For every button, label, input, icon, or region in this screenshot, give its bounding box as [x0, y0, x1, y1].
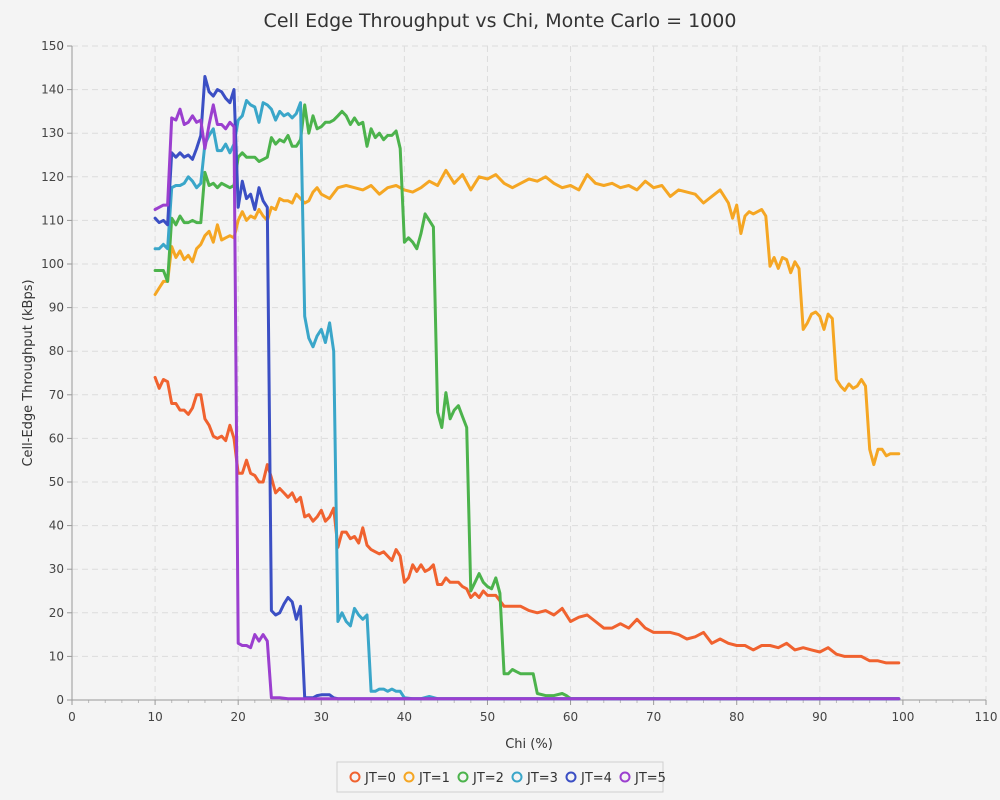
x-tick-label: 20 [231, 710, 246, 724]
x-tick-label: 70 [646, 710, 661, 724]
x-tick-label: 90 [812, 710, 827, 724]
y-tick-label: 80 [49, 344, 64, 358]
series-line-jt0 [153, 375, 901, 665]
x-tick-label: 110 [975, 710, 998, 724]
legend: JT=0 JT=1 JT=2 JT=3 JT=4 JT=5 [349, 771, 666, 786]
x-tick-label: 100 [891, 710, 914, 724]
legend-marker-jt5 [619, 771, 631, 783]
y-tick-label: 40 [49, 519, 64, 533]
y-tick-label: 110 [41, 213, 64, 227]
axes: 0 10 20 30 40 50 60 70 80 90 100 110 120 130 140 150 0 10… [41, 39, 997, 724]
x-tick-label: 0 [68, 710, 76, 724]
series-line-jt5 [153, 103, 901, 701]
y-tick-label: 130 [41, 126, 64, 140]
series-lines [153, 75, 901, 701]
y-axis-label: Cell-Edge Throughput (kBps) [21, 279, 36, 466]
y-tick-label: 20 [49, 606, 64, 620]
legend-marker-jt1 [403, 771, 415, 783]
y-tick-label: 100 [41, 257, 64, 271]
x-tick-label: 40 [397, 710, 412, 724]
legend-label-jt4: JT=4 [580, 771, 612, 786]
legend-label-jt0: JT=0 [364, 771, 396, 786]
y-tick-label: 120 [41, 170, 64, 184]
x-tick-label: 60 [563, 710, 578, 724]
legend-marker-jt4 [565, 771, 577, 783]
chart-title: Cell Edge Throughput vs Chi, Monte Carlo… [264, 10, 737, 32]
legend-box [336, 761, 664, 793]
x-tick-label: 30 [314, 710, 329, 724]
legend-marker-jt3 [511, 771, 523, 783]
legend-label-jt1: JT=1 [418, 771, 450, 786]
legend-marker-jt0 [349, 771, 361, 783]
legend-label-jt2: JT=2 [472, 771, 504, 786]
x-tick-label: 10 [147, 710, 162, 724]
y-tick-label: 150 [41, 39, 64, 53]
y-tick-label: 10 [49, 649, 64, 663]
y-tick-label: 30 [49, 562, 64, 576]
legend-label-jt3: JT=3 [526, 771, 558, 786]
x-axis-label: Chi (%) [505, 737, 553, 752]
y-tick-label: 140 [41, 83, 64, 97]
legend-label-jt5: JT=5 [634, 771, 666, 786]
series-line-jt1 [153, 168, 901, 467]
y-tick-label: 50 [49, 475, 64, 489]
x-tick-label: 50 [480, 710, 495, 724]
y-tick-label: 0 [56, 693, 64, 707]
series-line-jt2 [153, 103, 901, 701]
series-line-jt3 [153, 99, 901, 701]
y-tick-label: 60 [49, 431, 64, 445]
y-tick-label: 90 [49, 301, 64, 315]
y-tick-label: 70 [49, 388, 64, 402]
x-tick-label: 80 [729, 710, 744, 724]
legend-marker-jt2 [457, 771, 469, 783]
